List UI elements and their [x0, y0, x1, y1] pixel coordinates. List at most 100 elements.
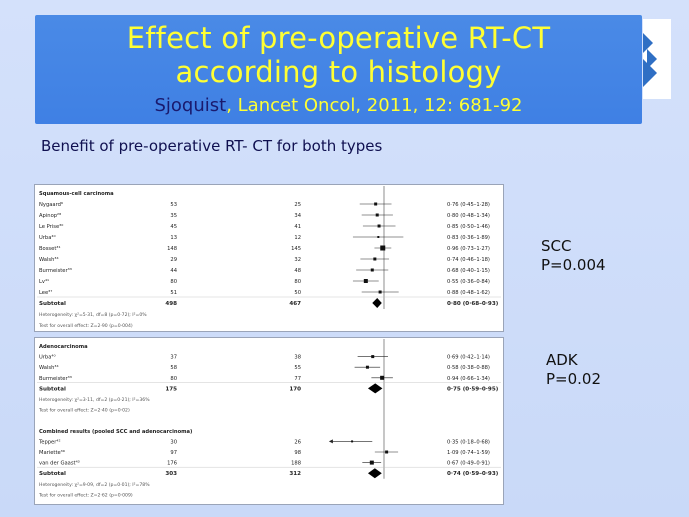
control-n: 55 [294, 365, 301, 371]
treatment-n: 58 [170, 365, 177, 371]
row-label: Mariette³⁹ [39, 450, 65, 456]
scc-label: SCC [541, 237, 572, 255]
control-n: 38 [294, 355, 301, 361]
point-estimate [373, 257, 377, 261]
control-n: 145 [291, 246, 301, 252]
treatment-n: 44 [170, 268, 177, 274]
scc-result: SCC P=0.004 [541, 237, 606, 275]
control-n: 170 [289, 386, 301, 392]
pooled-estimate-diamond [367, 383, 383, 394]
row-label: Combined results (pooled SCC and adenoca… [39, 429, 192, 435]
row-label: Tepper⁴² [38, 439, 61, 445]
point-estimate [377, 224, 381, 228]
control-n: 34 [294, 213, 301, 219]
hazard-ratio-ci: 0·35 (0·18–0·68) [447, 439, 490, 445]
hazard-ratio-ci: 0·94 (0·66–1·34) [447, 376, 490, 382]
row-label: Apinop²⁸ [39, 213, 61, 219]
treatment-n: 80 [170, 279, 177, 285]
slide-subtitle: Benefit of pre-operative RT- CT for both… [41, 137, 383, 155]
point-estimate [377, 236, 380, 238]
control-n: 50 [294, 290, 301, 296]
row-label: Test for overall effect: Z=2·90 (p=0·004… [38, 323, 133, 329]
scc-p-value: P=0.004 [541, 256, 606, 274]
treatment-n: 13 [170, 235, 177, 241]
row-label: Test for overall effect: Z=2·40 (p=0·02) [38, 408, 130, 414]
point-estimate [374, 202, 378, 206]
control-n: 77 [294, 376, 301, 382]
row-label: Burmeister³³ [39, 268, 72, 274]
control-n: 48 [294, 268, 301, 274]
hazard-ratio-ci: 0·69 (0·42–1·14) [447, 355, 490, 361]
citation: Sjoquist, Lancet Oncol, 2011, 12: 681-92 [35, 95, 642, 116]
hazard-ratio-ci: 0·75 (0·59–0·95) [447, 386, 499, 392]
hazard-ratio-ci: 0·80 (0·48–1·34) [447, 213, 490, 219]
treatment-n: 35 [170, 213, 177, 219]
control-n: 80 [294, 279, 301, 285]
journal-logo [643, 19, 671, 99]
hazard-ratio-ci: 0·68 (0·40–1·15) [447, 268, 490, 274]
row-label: Subtotal [39, 386, 66, 392]
row-label: Subtotal [39, 471, 66, 477]
hazard-ratio-ci: 0·83 (0·36–1·89) [447, 235, 490, 241]
row-label: Heterogeneity: χ²=5·31, df=8 (p=0·72); I… [39, 312, 147, 318]
adk-p-value: P=0.02 [546, 370, 602, 388]
row-label: Adenocarcinoma [39, 344, 88, 350]
row-label: Walsh³⁴ [39, 257, 59, 263]
point-estimate [370, 268, 374, 272]
point-estimate [375, 213, 379, 217]
treatment-n: 80 [170, 376, 177, 382]
control-n: 12 [294, 235, 301, 241]
pooled-estimate-diamond [372, 298, 382, 308]
row-label: Test for overall effect: Z=2·62 (p=0·009… [38, 492, 133, 498]
adk-label: ADK [546, 351, 578, 369]
row-label: Urba⁴⁰ [39, 235, 56, 241]
treatment-n: 176 [167, 461, 177, 467]
row-label: Nygaard⁹ [39, 202, 63, 208]
point-estimate [380, 375, 385, 380]
treatment-n: 29 [170, 257, 177, 263]
control-n: 467 [289, 301, 301, 307]
row-label: Bosset³¹ [39, 246, 61, 252]
point-estimate [385, 450, 389, 454]
slide-title-line-1: Effect of pre-operative RT-CT [126, 21, 551, 55]
treatment-n: 148 [167, 246, 177, 252]
hazard-ratio-ci: 0·96 (0·73–1·27) [447, 246, 490, 252]
hazard-ratio-ci: 0·88 (0·48–1·62) [447, 290, 490, 296]
point-estimate [351, 440, 354, 443]
hazard-ratio-ci: 0·58 (0·38–0·88) [447, 365, 490, 371]
hazard-ratio-ci: 0·85 (0·50–1·46) [447, 224, 490, 230]
forest-plot-adeno-combined: Adenocarcinoma Urba⁴⁰ 37 38 0·69 (0·42–1·14)… [34, 337, 504, 505]
treatment-n: 97 [170, 450, 177, 456]
ci-arrow [328, 439, 333, 444]
point-estimate [380, 245, 386, 251]
treatment-n: 53 [170, 202, 177, 208]
hazard-ratio-ci: 0·76 (0·45–1·28) [447, 202, 490, 208]
point-estimate [363, 279, 368, 283]
control-n: 41 [294, 224, 301, 230]
hazard-ratio-ci: 0·74 (0·46–1·18) [447, 257, 490, 263]
point-estimate [365, 365, 369, 369]
treatment-n: 45 [170, 224, 177, 230]
row-label: Heterogeneity: χ²=9·09, df=2 (p=0·01); I… [39, 482, 150, 488]
slide-title-line-2: according to histology [175, 55, 502, 89]
point-estimate [371, 355, 375, 359]
treatment-n: 175 [165, 386, 177, 392]
forest-plot-adeno-combined-graphic: Adenocarcinoma Urba⁴⁰ 37 38 0·69 (0·42–1·14)… [37, 339, 501, 498]
hazard-ratio-ci: 0·67 (0·49–0·91) [447, 461, 490, 467]
row-label: Subtotal [39, 301, 66, 307]
treatment-n: 51 [170, 290, 177, 296]
row-label: Squamous-cell carcinoma [39, 191, 114, 197]
treatment-n: 498 [165, 301, 177, 307]
row-label: Heterogeneity: χ²=3·11, df=2 (p=0·21); I… [39, 397, 150, 403]
point-estimate [369, 460, 374, 465]
row-label: van der Gaast⁴³ [39, 461, 80, 467]
pooled-estimate-diamond [367, 468, 382, 479]
row-label: Le Prise³⁰ [39, 224, 63, 230]
control-n: 188 [291, 461, 301, 467]
treatment-n: 30 [170, 439, 177, 445]
control-n: 98 [294, 450, 301, 456]
row-label: Urba⁴⁰ [39, 355, 56, 361]
forest-plot-scc-graphic: Squamous-cell carcinoma Nygaard⁹ 53 25 0·76 … [37, 186, 501, 329]
treatment-n: 37 [170, 355, 177, 361]
row-label: Burmeister³³ [39, 376, 72, 382]
